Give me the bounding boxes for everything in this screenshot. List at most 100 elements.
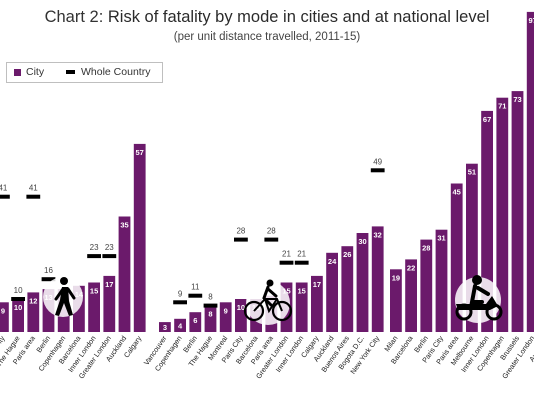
legend-swatch-country bbox=[66, 70, 75, 75]
bar-cycling-10 bbox=[311, 275, 323, 332]
national-marker-cycling-14 bbox=[370, 168, 385, 173]
bar-walking-9 bbox=[133, 143, 146, 332]
bar-value-cycling-2: 6 bbox=[193, 316, 197, 325]
bar-walking-2 bbox=[27, 292, 40, 332]
bar-cycling-9 bbox=[295, 282, 308, 332]
bar-motorcycling-0 bbox=[390, 269, 402, 332]
national-value-cycling-8: 21 bbox=[282, 250, 291, 259]
national-marker-walking-3 bbox=[41, 277, 56, 282]
bar-cycling-2 bbox=[189, 312, 202, 332]
legend-swatch-city bbox=[14, 68, 21, 76]
bar-value-motorcycling-9: 97 bbox=[529, 16, 534, 25]
bar-value-motorcycling-8: 73 bbox=[513, 95, 521, 104]
national-value-walking-3: 16 bbox=[44, 266, 53, 275]
bar-value-cycling-0: 3 bbox=[163, 323, 167, 332]
national-value-cycling-5: 28 bbox=[236, 227, 245, 236]
bar-value-motorcycling-6: 67 bbox=[483, 115, 491, 124]
bar-cycling-13 bbox=[356, 233, 369, 332]
bar-motorcycling-6 bbox=[481, 110, 493, 333]
pedestrian-icon bbox=[43, 277, 83, 317]
bar-walking-1 bbox=[12, 299, 24, 332]
bar-cycling-4 bbox=[219, 302, 232, 332]
bar-cycling-1 bbox=[174, 318, 186, 332]
bar-value-motorcycling-0: 19 bbox=[392, 273, 400, 282]
chart-title-main: Risk of fatality by mode in cities and a… bbox=[107, 8, 490, 26]
national-value-walking-7: 23 bbox=[105, 243, 114, 252]
national-marker-cycling-3 bbox=[203, 303, 218, 308]
bar-value-motorcycling-7: 71 bbox=[498, 102, 506, 111]
national-value-walking-0: 41 bbox=[0, 184, 8, 193]
national-marker-cycling-1 bbox=[173, 300, 187, 305]
bar-walking-7 bbox=[103, 275, 116, 332]
bar-value-cycling-12: 26 bbox=[343, 250, 351, 259]
bar-cycling-3 bbox=[204, 305, 217, 332]
national-marker-cycling-2 bbox=[188, 293, 203, 298]
bar-motorcycling-9 bbox=[526, 11, 534, 333]
bar-value-walking-2: 12 bbox=[29, 296, 37, 305]
legend-item-city: City bbox=[14, 65, 44, 79]
bar-walking-6 bbox=[88, 282, 100, 332]
bar-value-cycling-10: 17 bbox=[313, 280, 321, 289]
national-value-walking-2: 41 bbox=[29, 184, 38, 193]
bar-motorcycling-8 bbox=[511, 91, 524, 332]
bar-motorcycling-5 bbox=[466, 163, 478, 332]
bar-motorcycling-1 bbox=[405, 259, 417, 332]
bar-value-cycling-3: 8 bbox=[208, 310, 212, 319]
bar-value-walking-6: 15 bbox=[90, 287, 98, 296]
bar-motorcycling-4 bbox=[450, 183, 463, 332]
motorcycle-icon bbox=[455, 275, 503, 323]
bar-value-cycling-11: 24 bbox=[328, 257, 337, 266]
bar-cycling-14 bbox=[371, 226, 384, 332]
bar-value-motorcycling-3: 31 bbox=[437, 234, 445, 243]
national-marker-walking-7 bbox=[102, 254, 117, 259]
national-value-cycling-9: 21 bbox=[297, 250, 306, 259]
bar-cycling-12 bbox=[341, 246, 354, 332]
bar-cycling-11 bbox=[326, 252, 338, 332]
national-marker-walking-0 bbox=[0, 194, 10, 199]
national-value-walking-6: 23 bbox=[90, 243, 99, 252]
legend-label-country: Whole Country bbox=[81, 66, 151, 78]
bar-value-cycling-9: 15 bbox=[298, 287, 306, 296]
national-value-cycling-14: 49 bbox=[373, 157, 382, 166]
legend: City Whole Country bbox=[6, 62, 163, 83]
bar-walking-0 bbox=[0, 302, 9, 332]
bar-value-cycling-4: 9 bbox=[224, 306, 228, 315]
bar-cycling-0 bbox=[159, 322, 171, 332]
national-marker-cycling-7 bbox=[264, 237, 279, 242]
national-value-walking-1: 10 bbox=[14, 286, 23, 295]
bar-value-walking-9: 57 bbox=[136, 148, 144, 157]
bar-value-motorcycling-4: 45 bbox=[453, 188, 461, 197]
bar-value-walking-8: 35 bbox=[120, 221, 128, 230]
chart-title: Chart 2: Risk of fatality by mode in cit… bbox=[0, 8, 534, 27]
national-marker-walking-1 bbox=[11, 297, 25, 301]
legend-label-city: City bbox=[26, 66, 45, 78]
bar-motorcycling-3 bbox=[435, 229, 448, 332]
bar-value-motorcycling-2: 28 bbox=[422, 244, 430, 253]
bar-value-walking-0: 9 bbox=[1, 306, 5, 315]
bar-value-cycling-14: 32 bbox=[374, 230, 382, 239]
bar-cycling-5 bbox=[235, 299, 247, 332]
chart-title-prefix: Chart 2: bbox=[44, 8, 108, 26]
national-marker-walking-2 bbox=[26, 194, 41, 199]
legend-item-country: Whole Country bbox=[66, 65, 150, 79]
bar-motorcycling-7 bbox=[496, 97, 509, 332]
national-value-cycling-3: 8 bbox=[208, 293, 213, 302]
national-marker-walking-6 bbox=[87, 254, 101, 259]
bar-value-cycling-13: 30 bbox=[358, 237, 366, 246]
national-value-cycling-7: 28 bbox=[267, 227, 276, 236]
bar-value-cycling-1: 4 bbox=[178, 321, 183, 330]
bicycle-icon bbox=[243, 279, 293, 325]
bar-value-motorcycling-1: 22 bbox=[407, 263, 415, 272]
national-marker-cycling-5 bbox=[234, 237, 248, 242]
national-marker-cycling-8 bbox=[279, 260, 294, 265]
bar-motorcycling-2 bbox=[420, 239, 433, 332]
bar-value-walking-1: 10 bbox=[14, 303, 22, 312]
chart-subtitle: (per unit distance travelled, 2011-15) bbox=[173, 31, 361, 43]
national-value-cycling-1: 9 bbox=[178, 289, 183, 298]
national-value-cycling-2: 11 bbox=[191, 283, 200, 292]
bar-value-cycling-8: 15 bbox=[282, 287, 290, 296]
national-marker-cycling-9 bbox=[294, 260, 309, 265]
bar-value-cycling-5: 10 bbox=[237, 303, 245, 312]
bar-value-walking-7: 17 bbox=[105, 280, 113, 289]
